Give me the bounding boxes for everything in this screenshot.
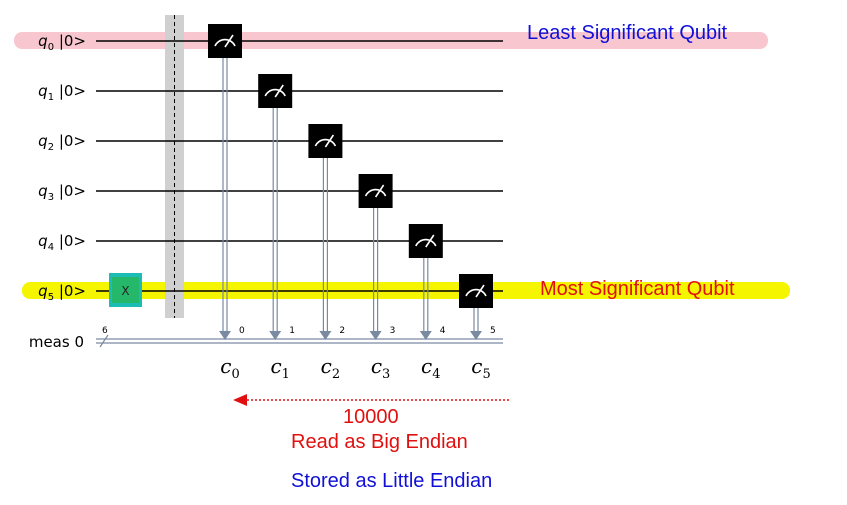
classical-bit-label: c2 bbox=[321, 354, 340, 382]
bit-index-label: 0 bbox=[239, 326, 245, 336]
bit-index-label: 2 bbox=[339, 326, 345, 336]
meter-needle bbox=[274, 84, 284, 98]
classical-bit-label: c4 bbox=[421, 354, 440, 382]
measure-gate-0[interactable]: 0 bbox=[208, 24, 245, 340]
measure-arrowhead bbox=[319, 331, 332, 340]
qubit-label-4: q4 |0> bbox=[38, 232, 86, 253]
read-as-note: Read as Big Endian bbox=[291, 431, 468, 453]
measure-arrowhead bbox=[470, 331, 482, 340]
qubit-label-5: q5 |0> bbox=[38, 282, 86, 303]
bit-index-label: 4 bbox=[440, 326, 446, 336]
qubit-label-2: q2 |0> bbox=[38, 132, 86, 153]
qubit-label-1: q1 |0> bbox=[38, 82, 86, 103]
measure-gate-5[interactable]: 5 bbox=[459, 274, 496, 340]
measure-arrowhead bbox=[269, 331, 282, 340]
measure-gate-4[interactable]: 4 bbox=[408, 224, 446, 340]
measure-arrowhead bbox=[369, 331, 382, 340]
bit-index-label: 1 bbox=[289, 326, 295, 336]
meter-icon bbox=[415, 238, 437, 247]
classical-register-label: meas 0 bbox=[29, 333, 84, 351]
classical-bit-label: c1 bbox=[270, 354, 289, 382]
classical-register-width: 6 bbox=[102, 326, 108, 336]
stored-as-note: Stored as Little Endian bbox=[291, 470, 493, 492]
meter-icon bbox=[364, 188, 387, 197]
meter-icon bbox=[264, 88, 286, 97]
measure-box bbox=[308, 124, 343, 158]
meter-needle bbox=[324, 134, 335, 148]
bit-index-label: 5 bbox=[490, 326, 496, 336]
meter-needle bbox=[374, 184, 385, 198]
meter-icon bbox=[314, 138, 337, 147]
measure-box bbox=[258, 74, 293, 108]
measure-box bbox=[459, 274, 493, 308]
meter-needle bbox=[475, 284, 485, 298]
classical-bit-label: c3 bbox=[371, 354, 390, 382]
measure-box bbox=[208, 24, 242, 58]
meter-needle bbox=[224, 34, 234, 48]
least-significant-note: Least Significant Qubit bbox=[527, 22, 728, 44]
measure-box bbox=[408, 224, 443, 258]
measure-gate-1[interactable]: 1 bbox=[258, 74, 295, 340]
classical-wire-slash bbox=[99, 334, 109, 348]
x-gate-inner bbox=[112, 277, 139, 303]
meter-icon bbox=[465, 288, 487, 297]
measure-box bbox=[358, 174, 393, 208]
qubit-label-0: q0 |0> bbox=[38, 32, 86, 53]
x-gate-label: X bbox=[121, 284, 129, 298]
measure-gate-2[interactable]: 2 bbox=[308, 124, 345, 340]
measure-arrowhead bbox=[419, 331, 432, 340]
qubit-label-3: q3 |0> bbox=[38, 182, 86, 203]
bitstring-readout: 10000 bbox=[343, 406, 399, 428]
measure-arrowhead bbox=[219, 331, 231, 340]
classical-bit-label: c0 bbox=[220, 354, 239, 382]
bit-index-label: 3 bbox=[390, 326, 396, 336]
meter-needle bbox=[425, 234, 435, 248]
most-significant-note: Most Significant Qubit bbox=[540, 278, 735, 300]
classical-bit-label: c5 bbox=[471, 354, 490, 382]
measure-gate-3[interactable]: 3 bbox=[358, 174, 396, 340]
meter-icon bbox=[214, 38, 236, 47]
